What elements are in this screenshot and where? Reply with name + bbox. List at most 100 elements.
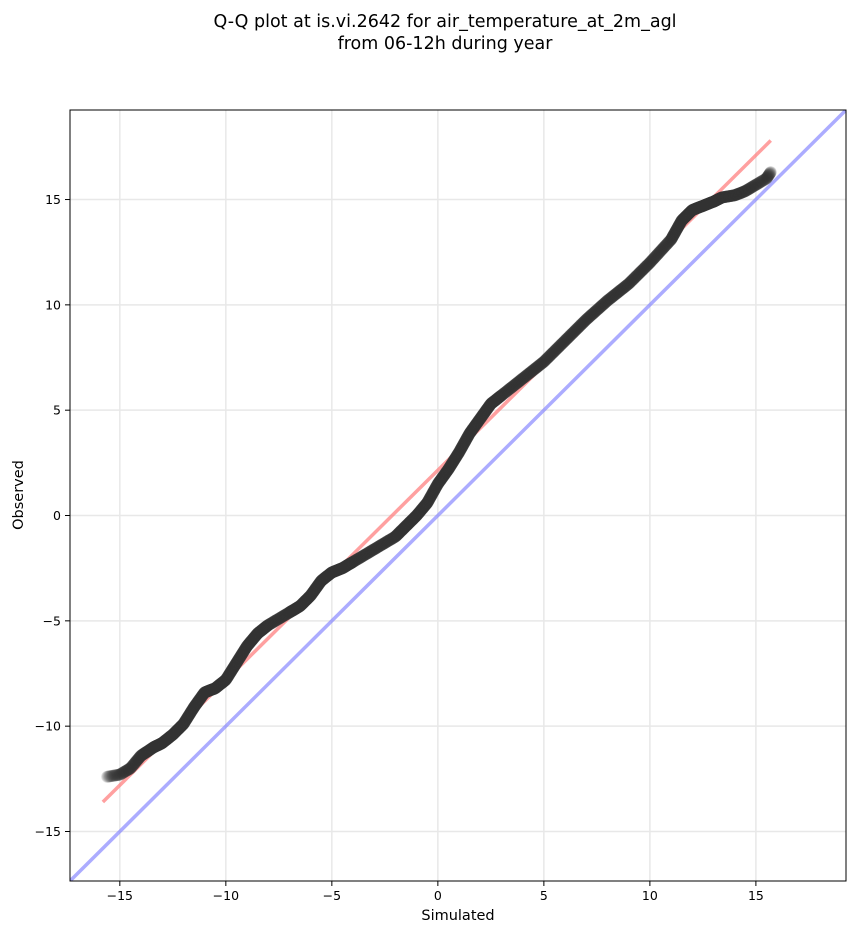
y-tick-label: 0 — [53, 508, 61, 523]
quantile-point — [114, 767, 127, 780]
quantile-point — [758, 173, 771, 186]
quantile-point — [757, 174, 770, 187]
y-tick-label: 5 — [53, 403, 61, 418]
identity-line — [70, 110, 846, 881]
quantile-point — [739, 184, 752, 197]
quantile-point — [119, 765, 132, 778]
quantile-point — [124, 762, 137, 775]
quantile-point — [105, 769, 118, 782]
y-tick-label: −5 — [43, 613, 61, 628]
quantile-point — [117, 766, 130, 779]
quantile-point — [753, 176, 766, 189]
quantile-point — [738, 185, 751, 198]
quantile-point — [724, 190, 737, 203]
quantile-point — [747, 180, 760, 193]
quantile-point — [109, 769, 122, 782]
quantile-point — [714, 192, 727, 205]
quantile-point — [121, 764, 134, 777]
quantile-point — [128, 757, 141, 770]
chart-title-line-1: Q-Q plot at is.vi.2642 for air_temperatu… — [213, 12, 676, 32]
quantile-point — [763, 167, 776, 180]
y-tick-label: 10 — [45, 297, 61, 312]
x-tick-label: 15 — [748, 888, 764, 903]
quantile-point — [106, 769, 119, 782]
quantile-point — [742, 183, 755, 196]
quantile-point — [735, 186, 748, 199]
quantile-point — [741, 184, 754, 197]
quantile-point — [116, 766, 129, 779]
quantile-point — [745, 181, 758, 194]
quantile-point — [727, 189, 740, 202]
quantile-points — [101, 166, 777, 783]
quantile-point — [726, 189, 739, 202]
quantile-point — [116, 767, 129, 780]
quantile-point — [112, 768, 125, 781]
y-tick-label: 15 — [45, 192, 61, 207]
quantile-point — [746, 180, 759, 193]
quantile-point — [723, 190, 736, 203]
quantile-point — [730, 188, 743, 201]
quantile-point — [742, 182, 755, 195]
quantile-point — [120, 764, 133, 777]
y-tick-label: −10 — [35, 719, 61, 734]
y-axis-label: Observed — [11, 460, 27, 530]
quantile-point — [755, 175, 768, 188]
quantile-point — [104, 770, 117, 783]
quantile-point — [760, 172, 773, 185]
quantile-point — [756, 174, 769, 187]
quantile-point — [122, 763, 135, 776]
quantile-point — [718, 191, 731, 204]
x-axis-label: Simulated — [421, 908, 494, 924]
quantile-point — [720, 190, 733, 203]
quantile-point — [731, 188, 744, 201]
quantile-point — [715, 191, 728, 204]
quantile-point — [733, 187, 746, 200]
quantile-point — [728, 189, 741, 202]
quantile-point — [716, 191, 729, 204]
quantile-point — [125, 761, 138, 774]
quantile-point — [737, 185, 750, 198]
quantile-point — [107, 769, 120, 782]
x-tick-label: −15 — [107, 888, 133, 903]
x-tick-label: 10 — [642, 888, 658, 903]
quantile-point — [127, 758, 140, 771]
plot-frame — [69, 109, 847, 882]
quantile-point — [121, 763, 134, 776]
quantile-point — [101, 770, 114, 783]
quantile-point — [752, 177, 765, 190]
quantile-point — [741, 183, 754, 196]
quantile-point — [725, 189, 738, 202]
quantile-point — [715, 191, 728, 204]
quantile-point — [763, 167, 776, 180]
quantile-point — [127, 759, 140, 772]
quantile-point — [118, 765, 131, 778]
quantile-point — [764, 166, 777, 179]
quantile-point — [748, 179, 761, 192]
quantile-point — [760, 171, 773, 184]
quantile-point — [733, 187, 746, 200]
quantile-point — [108, 769, 121, 782]
quantile-point — [740, 184, 753, 197]
quantile-point — [764, 166, 777, 179]
quantile-point — [761, 170, 774, 183]
quantile-point — [747, 180, 760, 193]
x-tick-label: 5 — [540, 888, 548, 903]
quantile-point — [739, 185, 752, 198]
quantile-point — [732, 187, 745, 200]
quantile-point — [714, 192, 727, 205]
quantile-point — [734, 187, 747, 200]
x-tick-label: 0 — [434, 888, 442, 903]
quantile-point — [763, 167, 776, 180]
quantile-point — [730, 188, 743, 201]
quantile-point — [101, 770, 114, 783]
quantile-point — [104, 770, 117, 783]
quantile-point — [717, 191, 730, 204]
quantile-point — [755, 175, 768, 188]
quantile-point — [749, 178, 762, 191]
quantile-point — [762, 169, 775, 182]
quantile-point — [759, 173, 772, 186]
quantile-point — [114, 768, 127, 781]
quantile-point — [734, 186, 747, 199]
quantile-point — [762, 169, 775, 182]
quantile-point — [762, 169, 775, 182]
